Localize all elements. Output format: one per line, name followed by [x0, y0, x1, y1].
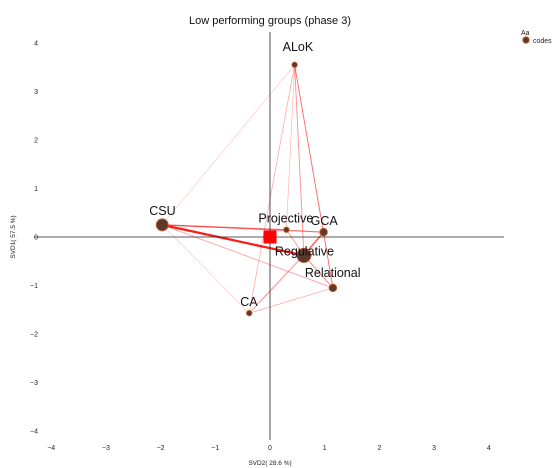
network-edge-csu-alok: [161, 64, 295, 226]
x-tick-label: 3: [432, 445, 436, 452]
y-tick-label: 1: [34, 186, 38, 193]
network-edge-regulative-ca: [248, 255, 305, 314]
node-relational: [328, 283, 338, 293]
x-tick-label: 0: [268, 445, 272, 452]
x-axis-label: SVD2( 28.6 %): [248, 460, 291, 467]
y-tick-label: −2: [30, 332, 38, 339]
node-label-gca: GCA: [311, 214, 339, 228]
x-tick-label: −4: [47, 445, 55, 452]
edge-layer: [161, 64, 334, 314]
x-tick-label: 4: [487, 445, 491, 452]
network-edge-csu-gca: [161, 224, 325, 233]
network-edge-ca-gca: [248, 231, 324, 314]
x-tick-label: −3: [102, 445, 110, 452]
x-tick-label: −2: [157, 445, 165, 452]
y-axis-label: SVD1( 57.5 %): [10, 215, 17, 258]
x-tick-label: −1: [211, 445, 219, 452]
y-tick-label: −1: [30, 283, 38, 290]
x-tick-label: 1: [323, 445, 327, 452]
network-edge-csu-relational: [161, 224, 334, 289]
network-edge-alok-projective: [286, 64, 295, 231]
group-mean-marker: [263, 230, 277, 244]
node-layer: [155, 61, 338, 317]
node-ca: [246, 309, 253, 317]
network-edge-regulative-alok: [294, 64, 305, 256]
network-edge-alok-relational: [294, 64, 334, 289]
node-label-projective: Projective: [258, 212, 313, 226]
legend-label: codes: [533, 38, 552, 45]
network-edge-ca-relational: [248, 287, 334, 314]
network-edge-alok-gca: [294, 64, 325, 233]
y-tick-label: −3: [30, 380, 38, 387]
node-label-csu: CSU: [149, 204, 175, 218]
y-tick-label: 2: [34, 138, 38, 145]
legend-marker-icon: [522, 36, 530, 44]
node-gca: [319, 227, 328, 237]
y-tick-label: 3: [34, 89, 38, 96]
network-edge-alok-ca: [248, 64, 295, 314]
node-csu: [155, 218, 169, 232]
node-regulative: [296, 247, 312, 263]
node-label-alok: ALoK: [283, 40, 314, 54]
chart-title: Low performing groups (phase 3): [189, 15, 351, 27]
x-tick-label: 2: [377, 445, 381, 452]
node-label-ca: CA: [240, 295, 258, 309]
group-mean-layer: [263, 230, 277, 244]
y-tick-label: 0: [34, 235, 38, 242]
node-alok: [291, 61, 298, 68]
legend: Aa codes: [521, 30, 552, 45]
y-tick-label: −4: [30, 429, 38, 436]
node-label-regulative: Regulative: [275, 244, 334, 258]
y-tick-labels: 4 3 2 1 0 −1 −2 −3 −4: [30, 41, 38, 436]
y-tick-label: 4: [34, 41, 38, 48]
node-projective: [283, 226, 290, 233]
network-edge-csu-ca: [161, 224, 250, 314]
legend-title: Aa: [521, 30, 530, 37]
network-edge-gca-relational: [323, 231, 334, 289]
network-edge-gca-projective: [286, 229, 324, 233]
x-tick-labels: −4 −3 −2 −1 0 1 2 3 4: [47, 445, 491, 452]
node-label-relational: Relational: [305, 266, 361, 280]
network-edge-csu-regulative: [161, 223, 306, 257]
